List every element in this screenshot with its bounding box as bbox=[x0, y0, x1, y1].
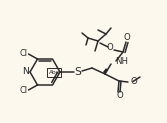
Text: Cl: Cl bbox=[20, 86, 28, 95]
Text: O: O bbox=[131, 77, 138, 86]
Text: O: O bbox=[124, 33, 130, 43]
Text: NH: NH bbox=[115, 57, 128, 67]
Bar bbox=[47, 68, 61, 77]
Text: O: O bbox=[107, 44, 113, 53]
Text: S: S bbox=[74, 67, 81, 77]
Text: O: O bbox=[116, 92, 123, 100]
Text: Abe: Abe bbox=[49, 69, 60, 75]
Text: Cl: Cl bbox=[20, 48, 28, 58]
Text: N: N bbox=[23, 68, 29, 77]
